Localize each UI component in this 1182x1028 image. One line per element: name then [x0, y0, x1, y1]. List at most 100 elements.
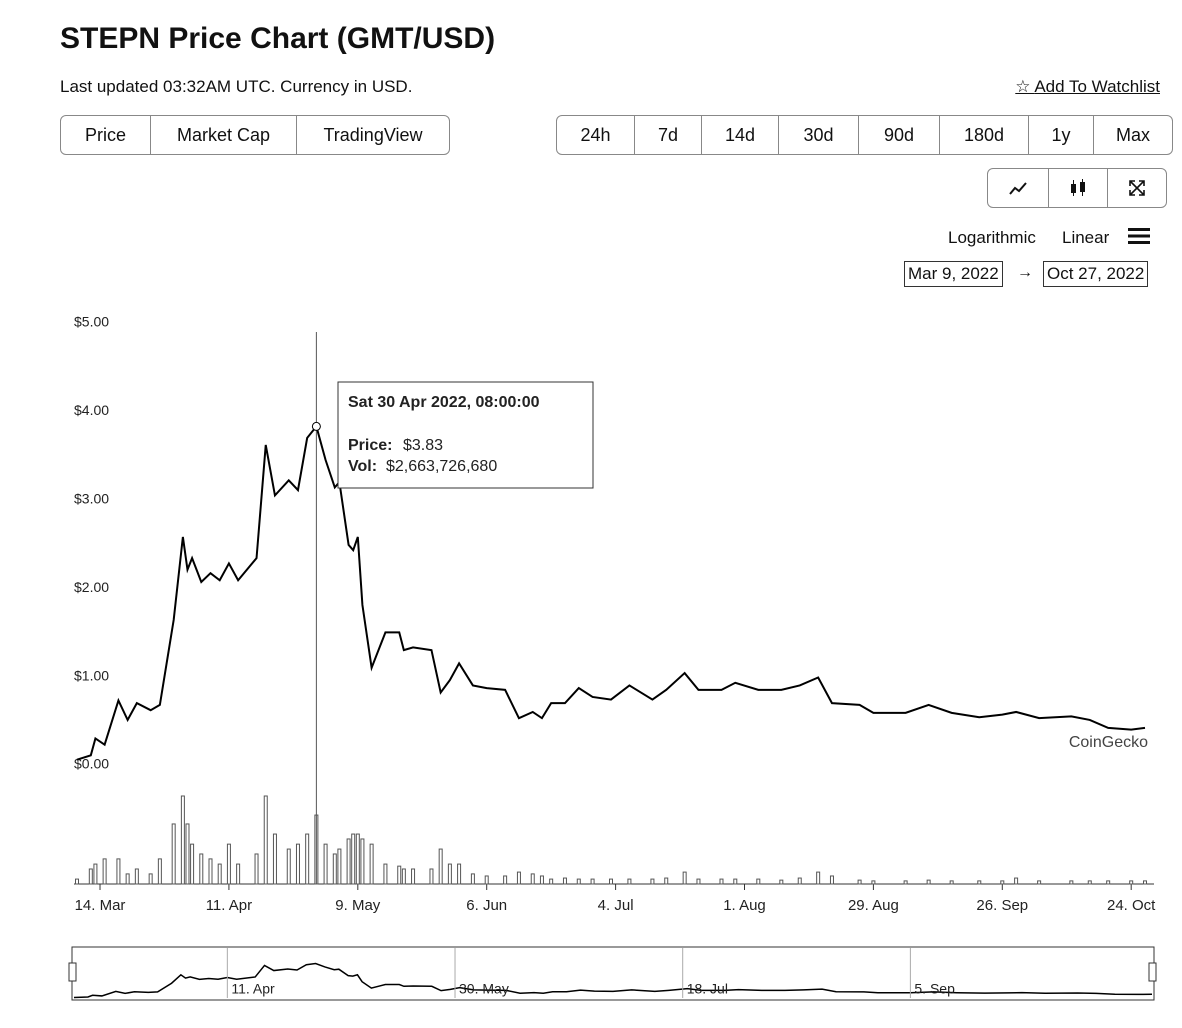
tooltip-vol-label: Vol: [348, 458, 377, 475]
chart-type-group [987, 168, 1167, 208]
volume-bar [797, 877, 802, 885]
navigator-tick-label: 11. Apr [231, 981, 275, 997]
price-line [76, 424, 1146, 761]
volume-bar [397, 865, 402, 885]
range-button[interactable]: 30d [779, 116, 859, 154]
volume-bar [1106, 880, 1111, 885]
volume-bar [180, 795, 185, 885]
volume-bar [779, 879, 784, 885]
volume-bar [346, 838, 351, 885]
range-group: 24h 7d 14d 30d 90d 180d 1y Max [556, 115, 1173, 155]
tab-button[interactable]: Market Cap [151, 116, 297, 154]
volume-bar [650, 878, 655, 885]
volume-bar [470, 873, 475, 885]
range-button[interactable]: 24h [557, 116, 635, 154]
linear-option[interactable]: Linear [1062, 228, 1110, 247]
volume-bar [125, 873, 130, 885]
volume-bar [351, 833, 356, 885]
volume-bar [148, 873, 153, 885]
x-tick-label: 14. Mar [75, 897, 126, 914]
volume-bar [562, 877, 567, 885]
volume-bar [857, 879, 862, 885]
volume-bar [1037, 880, 1042, 885]
volume-bar [190, 843, 195, 885]
volume-bar [337, 848, 342, 885]
volume-bar [829, 875, 834, 885]
menu-button[interactable] [1128, 227, 1150, 250]
tab-button[interactable]: TradingView [323, 124, 423, 145]
tab-button[interactable]: Price [61, 116, 151, 154]
range-button[interactable]: 90d [859, 116, 940, 154]
volume-bar [756, 878, 761, 885]
tooltip-date: Sat 30 Apr 2022, 08:00:00 [348, 394, 540, 411]
volume-bar [1143, 880, 1147, 885]
volume-bar [549, 878, 554, 885]
arrow: → [1017, 264, 1033, 281]
volume-bar [93, 863, 98, 885]
volume-bar [295, 843, 300, 885]
tooltip-vol: $2,663,726,680 [386, 458, 497, 475]
navigator-tick-label: 5. Sep [914, 981, 955, 997]
volume-bar [903, 880, 908, 885]
range-button[interactable]: 180d [940, 116, 1029, 154]
y-tick-label: $2.00 [74, 579, 109, 595]
watermark: CoinGecko [1069, 734, 1148, 751]
menu-icon [1128, 228, 1150, 244]
volume-bar [977, 880, 982, 885]
volume-bar [1087, 880, 1092, 885]
volume-bar [401, 868, 406, 885]
volume-bar [733, 878, 738, 885]
hover-point [311, 421, 321, 431]
y-tick-label: $4.00 [74, 402, 109, 418]
volume-bar [926, 879, 931, 885]
x-tick-label: 11. Apr [206, 897, 252, 914]
volume-bar [369, 843, 374, 885]
volume-bar [411, 868, 416, 885]
volume-bar [429, 868, 434, 885]
watchlist-link[interactable]: ☆ Add To Watchlist [1015, 77, 1160, 97]
volume-bar [286, 848, 291, 885]
volume-bar [272, 833, 277, 885]
fullscreen-button[interactable] [1108, 169, 1166, 207]
volume-bar [949, 880, 954, 885]
range-button[interactable]: 7d [635, 116, 702, 154]
date-from[interactable]: Mar 9, 2022 [904, 261, 1003, 287]
volume-bar [516, 871, 521, 885]
subtitle: Last updated 03:32AM UTC. Currency in US… [60, 77, 413, 96]
x-tick-label: 9. May [335, 897, 381, 914]
y-tick-label: $5.00 [74, 314, 109, 330]
page-title: STEPN Price Chart (GMT/USD) [60, 22, 496, 55]
line-chart-button[interactable] [988, 169, 1049, 207]
volume-bar [383, 863, 388, 885]
date-to[interactable]: Oct 27, 2022 [1043, 261, 1149, 287]
volume-bar [484, 875, 489, 885]
tab-group: Price Market Cap TradingView [60, 115, 450, 155]
volume-bar [1069, 880, 1074, 885]
x-tick-label: 6. Jun [466, 897, 507, 914]
volume-bar [236, 863, 241, 885]
candle-chart-button[interactable] [1049, 169, 1108, 207]
volume-bar [263, 795, 268, 885]
line-icon [1009, 182, 1027, 195]
volume-bar [332, 853, 337, 885]
star-icon: ☆ [1015, 77, 1035, 96]
volume-bar [682, 871, 687, 885]
volume-bar [171, 823, 176, 885]
volume-bar [208, 858, 213, 885]
volume-bar [696, 878, 701, 885]
volume-bar [530, 873, 535, 885]
volume-bar [134, 868, 139, 885]
log-option[interactable]: Logarithmic [948, 228, 1036, 247]
volume-bar [185, 823, 190, 885]
range-button[interactable]: 14d [702, 116, 779, 154]
volume-bar [816, 871, 821, 885]
volume-bar [360, 838, 365, 885]
tooltip-price: $3.83 [403, 437, 443, 454]
volume-bar [217, 863, 222, 885]
volume-bar [1129, 880, 1134, 885]
range-button[interactable]: 1y [1029, 116, 1094, 154]
volume-bar [719, 878, 724, 885]
range-button[interactable]: Max [1115, 124, 1150, 145]
